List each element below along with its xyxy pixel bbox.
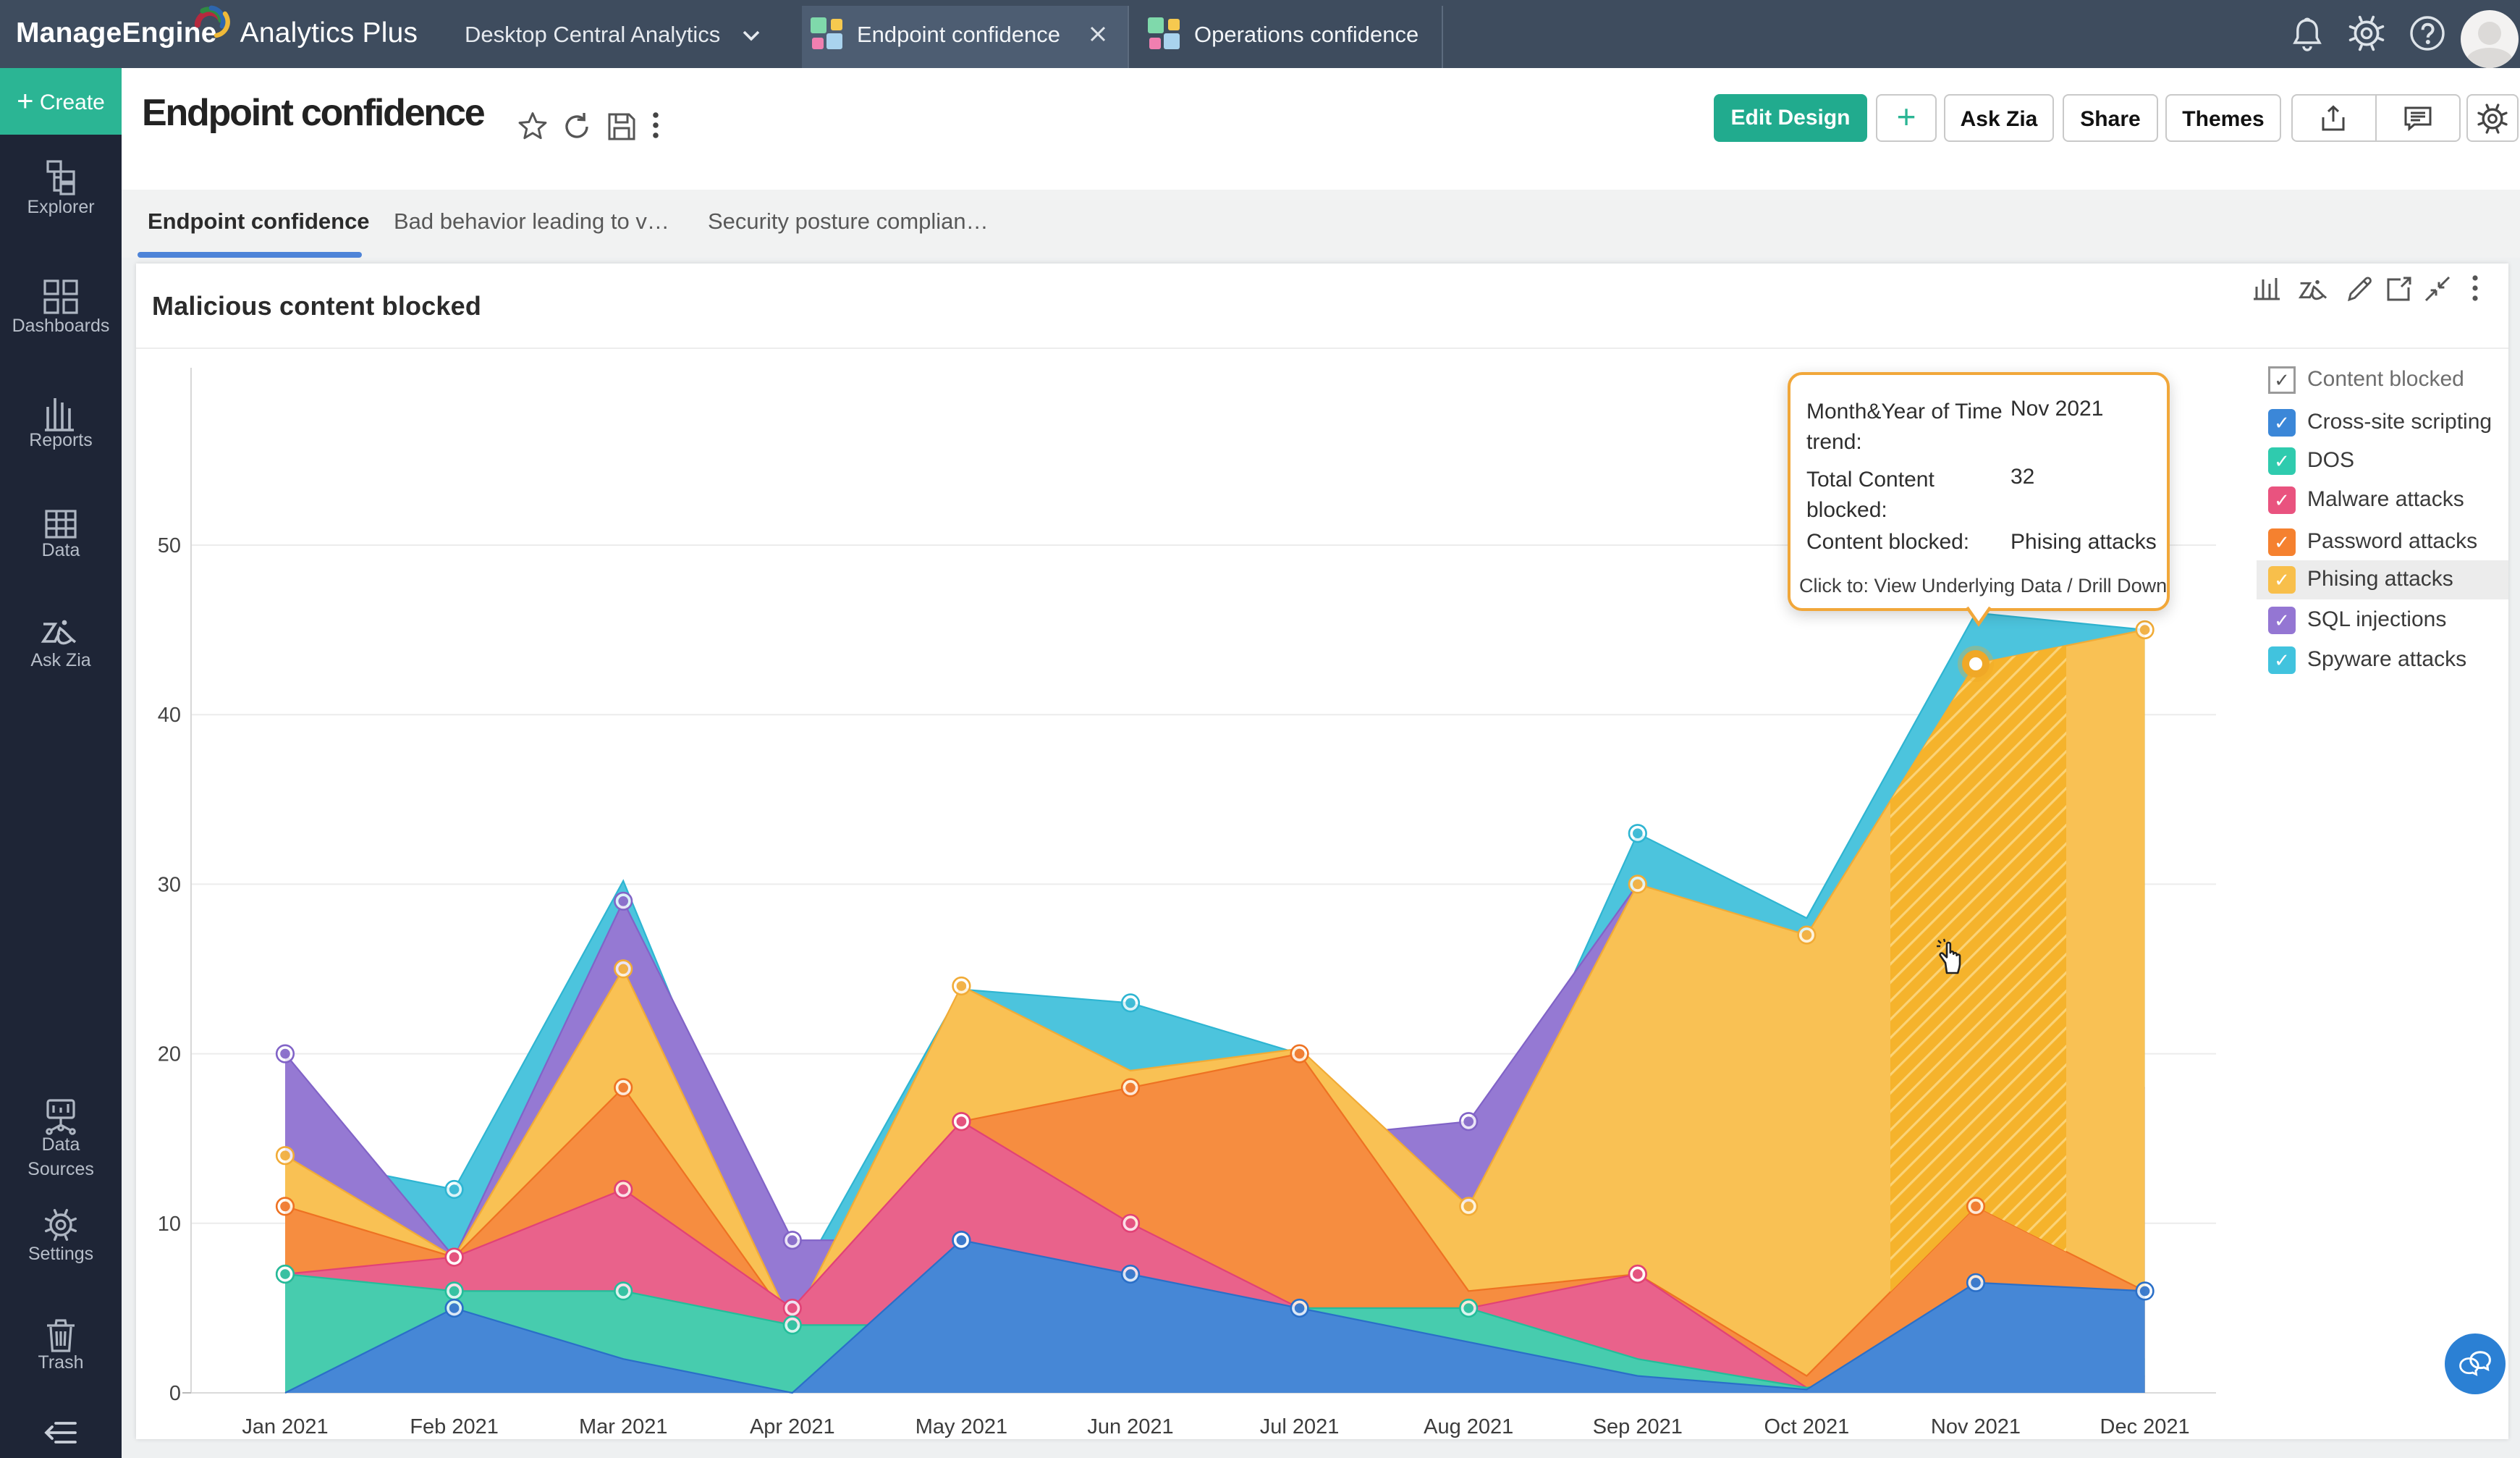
svg-text:Dec 2021: Dec 2021 — [2100, 1415, 2190, 1438]
svg-text:50: 50 — [158, 534, 181, 557]
svg-text:Jul 2021: Jul 2021 — [1260, 1415, 1340, 1438]
svg-text:10: 10 — [158, 1213, 181, 1236]
svg-text:20: 20 — [158, 1043, 181, 1066]
svg-text:Jun 2021: Jun 2021 — [1087, 1415, 1173, 1438]
svg-text:May 2021: May 2021 — [916, 1415, 1007, 1438]
svg-text:0: 0 — [169, 1382, 181, 1405]
svg-text:30: 30 — [158, 873, 181, 896]
svg-text:Nov 2021: Nov 2021 — [1931, 1415, 2021, 1438]
svg-text:Feb 2021: Feb 2021 — [410, 1415, 499, 1438]
svg-text:Jan 2021: Jan 2021 — [242, 1415, 328, 1438]
svg-text:Apr 2021: Apr 2021 — [750, 1415, 835, 1438]
svg-text:Aug 2021: Aug 2021 — [1424, 1415, 1513, 1438]
svg-text:40: 40 — [158, 704, 181, 727]
svg-text:Mar 2021: Mar 2021 — [579, 1415, 668, 1438]
svg-text:Sep 2021: Sep 2021 — [1593, 1415, 1683, 1438]
svg-text:Oct 2021: Oct 2021 — [1764, 1415, 1850, 1438]
